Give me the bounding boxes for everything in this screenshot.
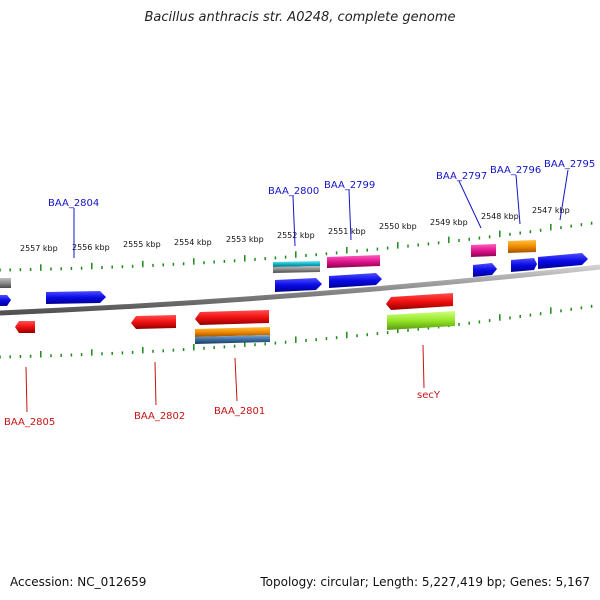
outer-tick-row (0, 221, 593, 272)
gene-forward[interactable] (0, 295, 11, 306)
gene-reverse[interactable] (195, 335, 270, 344)
scale-label-2554: 2554 kbp (174, 238, 212, 247)
gene-label-baa-2801[interactable]: BAA_2801 (214, 406, 265, 417)
forward-genes (0, 240, 588, 306)
gene-forward[interactable] (273, 266, 320, 273)
scale-label-2547: 2547 kbp (532, 206, 570, 215)
gene-forward[interactable] (471, 244, 496, 257)
gene-labels-bottom: BAA_2805 BAA_2802 BAA_2801 secY (4, 390, 441, 428)
scale-label-2550: 2550 kbp (379, 222, 417, 231)
accession-text: Accession: NC_012659 (10, 575, 147, 589)
genome-summary-text: Topology: circular; Length: 5,227,419 bp… (260, 575, 590, 589)
gene-labels-top: BAA_2804 BAA_2800 BAA_2799 BAA_2797 BAA_… (48, 159, 595, 209)
scale-label-2553: 2553 kbp (226, 235, 264, 244)
scale-label-2551: 2551 kbp (328, 227, 366, 236)
inner-tick-row (0, 304, 593, 359)
gene-reverse[interactable] (131, 315, 176, 329)
scale-label-2555: 2555 kbp (123, 240, 161, 249)
gene-reverse[interactable] (386, 293, 453, 310)
gene-label-baa-2795[interactable]: BAA_2795 (544, 159, 595, 170)
scale-label-2556: 2556 kbp (72, 243, 110, 252)
gene-forward[interactable] (46, 291, 106, 304)
scale-label-2549: 2549 kbp (430, 218, 468, 227)
gene-forward[interactable] (273, 261, 320, 267)
scale-label-2548: 2548 kbp (481, 212, 519, 221)
gene-label-baa-2796[interactable]: BAA_2796 (490, 165, 541, 176)
gene-forward[interactable] (327, 255, 380, 268)
scale-label-2552: 2552 kbp (277, 231, 315, 240)
gene-label-baa-2802[interactable]: BAA_2802 (134, 411, 185, 422)
gene-forward[interactable] (0, 278, 11, 288)
gene-forward[interactable] (275, 278, 322, 292)
gene-label-baa-2799[interactable]: BAA_2799 (324, 180, 375, 191)
gene-label-baa-2805[interactable]: BAA_2805 (4, 417, 55, 428)
gene-label-baa-2804[interactable]: BAA_2804 (48, 198, 99, 209)
scale-label-2557: 2557 kbp (20, 244, 58, 253)
label-leader-lines (25, 169, 569, 413)
gene-forward[interactable] (329, 273, 382, 288)
reverse-genes (15, 293, 455, 344)
gene-forward[interactable] (473, 263, 497, 277)
scale-labels: 2557 kbp 2556 kbp 2555 kbp 2554 kbp 2553… (20, 206, 570, 253)
genome-title: Bacillus anthracis str. A0248, complete … (144, 10, 456, 25)
gene-forward[interactable] (508, 240, 536, 253)
gene-reverse[interactable] (195, 327, 270, 337)
gene-reverse[interactable] (15, 321, 35, 333)
genome-backbone (0, 264, 600, 316)
gene-label-baa-2800[interactable]: BAA_2800 (268, 186, 319, 197)
gene-label-secy[interactable]: secY (417, 390, 441, 401)
gene-reverse[interactable] (195, 310, 269, 325)
gene-forward[interactable] (511, 258, 537, 272)
gene-forward[interactable] (538, 253, 588, 269)
gene-label-baa-2797[interactable]: BAA_2797 (436, 171, 487, 182)
gene-reverse[interactable] (387, 311, 455, 330)
